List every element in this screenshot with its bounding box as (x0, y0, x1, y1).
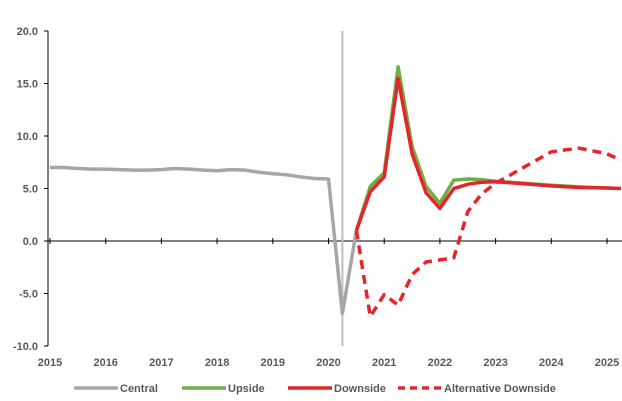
x-axis-tick-labels: 2015 2016 2017 2018 2019 2020 2021 2022 2023 2024… (38, 357, 619, 369)
axes (44, 30, 622, 347)
x-tick-label: 2019 (261, 357, 285, 369)
x-tick-label: 2020 (316, 357, 340, 369)
x-tick-label: 2016 (93, 357, 117, 369)
x-tick-label: 2018 (205, 357, 229, 369)
x-tick-label: 2015 (38, 357, 62, 369)
series-line-central (50, 165, 359, 316)
legend-label: Alternative Downside (444, 383, 556, 395)
x-tick-label: 2017 (149, 357, 173, 369)
legend-item-downside: Downside (288, 383, 386, 395)
series-line-alternative-downside (354, 146, 622, 319)
series-lines (50, 64, 622, 319)
x-tick-label: 2025 (595, 357, 619, 369)
x-tick-label: 2024 (539, 357, 564, 369)
y-tick-label: 5.0 (23, 184, 38, 196)
legend-item-alternative-downside: Alternative Downside (398, 383, 556, 395)
series-line-downside (354, 76, 621, 232)
y-axis-tick-labels: 20.0 15.0 10.0 5.0 0.0 -5.0 -10.0 (13, 26, 38, 353)
x-tick-label: 2021 (372, 357, 396, 369)
legend-label: Upside (228, 383, 265, 395)
x-tick-label: 2022 (428, 357, 452, 369)
legend-label: Central (120, 383, 158, 395)
legend-item-upside: Upside (182, 383, 265, 395)
y-tick-label: 10.0 (17, 131, 38, 143)
legend: Central Upside Downside Alternative Downsid… (74, 383, 556, 395)
x-tick-label: 2023 (483, 357, 507, 369)
y-tick-label: -5.0 (19, 289, 38, 301)
y-tick-label: 0.0 (23, 236, 38, 248)
y-tick-label: 20.0 (17, 26, 38, 38)
legend-item-central: Central (74, 383, 158, 395)
y-tick-label: 15.0 (17, 79, 38, 91)
y-tick-label: -10.0 (13, 341, 38, 353)
legend-label: Downside (334, 383, 386, 395)
